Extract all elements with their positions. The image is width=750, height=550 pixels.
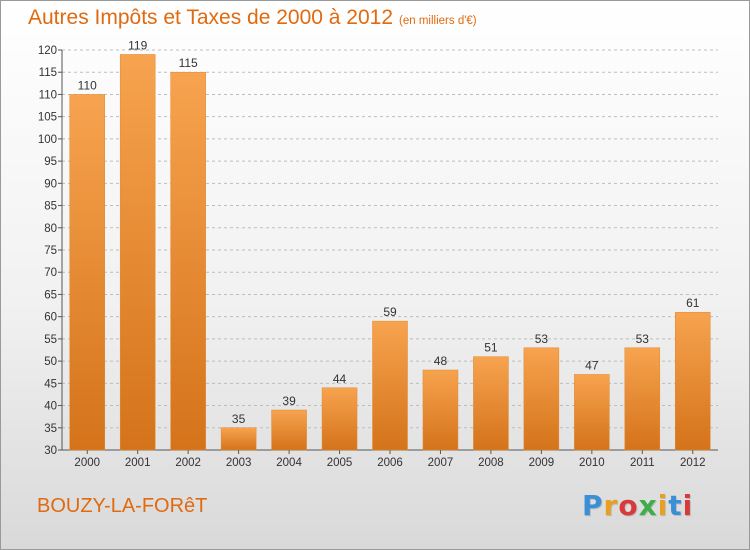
logo-letter: P [582,489,604,522]
x-tick-label-2004: 2004 [276,457,302,469]
bar-2011 [624,347,661,451]
x-tick-label-2009: 2009 [529,457,555,469]
y-tick-label: 80 [44,223,57,235]
logo-letter: i [657,489,669,522]
x-tick-label-2011: 2011 [630,457,655,469]
y-tick-label: 55 [44,334,57,346]
labels: 30 35 40 45 50 55 60 65 70 75 80 85 90 95 100 105 110 115… [38,38,706,469]
bar-2004 [271,409,307,451]
title-text: Autres Impôts et Taxes de 2000 à 2012 [28,6,394,29]
y-tick-label: 30 [44,445,57,457]
y-tick-label: 65 [44,289,57,301]
x-tick-label-2007: 2007 [428,457,454,469]
value-label-2006: 59 [383,305,397,319]
y-tick-label: 95 [44,156,57,168]
chart-title: Autres Impôts et Taxes de 2000 à 2012 (en… [28,6,477,30]
y-tick-label: 35 [44,423,57,435]
value-label-2008: 51 [484,341,498,355]
y-tick-label: 70 [44,267,57,279]
proxiti-logo: Proxiti [582,489,693,522]
x-tick-label-2002: 2002 [175,457,201,469]
logo-letter: x [638,489,658,522]
logo-letter: o [618,489,639,522]
value-label-2001: 119 [128,38,147,52]
x-tick-label-2012: 2012 [680,457,706,469]
y-tick-label: 50 [44,356,57,368]
value-label-2000: 110 [78,78,97,92]
value-label-2004: 39 [282,394,296,408]
bar-2008 [473,356,509,451]
bar-2009 [523,347,560,451]
bar-2003 [220,427,257,451]
value-label-2009: 53 [535,332,549,346]
logo-letter: i [682,489,694,522]
bars [69,54,711,451]
x-tick-label-2008: 2008 [478,457,504,469]
bar-2010 [574,374,610,451]
value-label-2007: 48 [434,354,448,368]
logo-letter: r [603,489,619,522]
bar-2012 [675,311,711,451]
x-tick-label-2001: 2001 [125,457,151,469]
bar-2000 [69,94,105,451]
bar-2006 [372,320,408,451]
y-tick-label: 115 [39,67,57,79]
y-tick-label: 120 [38,45,57,57]
value-label-2010: 47 [585,358,599,372]
x-tick-label-2010: 2010 [579,457,605,469]
y-tick-label: 105 [38,112,57,124]
value-label-2005: 44 [333,372,347,386]
bar-2005 [321,387,358,451]
y-tick-label: 75 [44,245,57,257]
x-tick-label-2003: 2003 [226,457,252,469]
bar-2002 [170,71,206,451]
value-label-2003: 35 [232,412,246,426]
bar-2001 [119,54,156,451]
x-tick-label-2000: 2000 [74,457,100,469]
y-tick-label: 90 [44,178,57,190]
y-tick-label: 100 [38,134,57,146]
x-tick-label-2006: 2006 [377,457,403,469]
y-tick-label: 45 [44,378,57,390]
place-name: BOUZY-LA-FORêT [37,495,208,517]
y-tick-label: 85 [44,201,57,213]
y-tick-label: 40 [44,401,57,413]
title-unit: (en milliers d'€) [399,15,477,27]
y-tick-label: 60 [44,312,57,324]
value-label-2011: 53 [636,332,650,346]
y-tick-label: 110 [39,89,57,101]
logo-letter: t [668,489,683,522]
x-tick-label-2005: 2005 [327,457,353,469]
value-label-2002: 115 [179,56,198,70]
bar-2007 [422,369,459,451]
value-label-2012: 61 [686,296,700,310]
